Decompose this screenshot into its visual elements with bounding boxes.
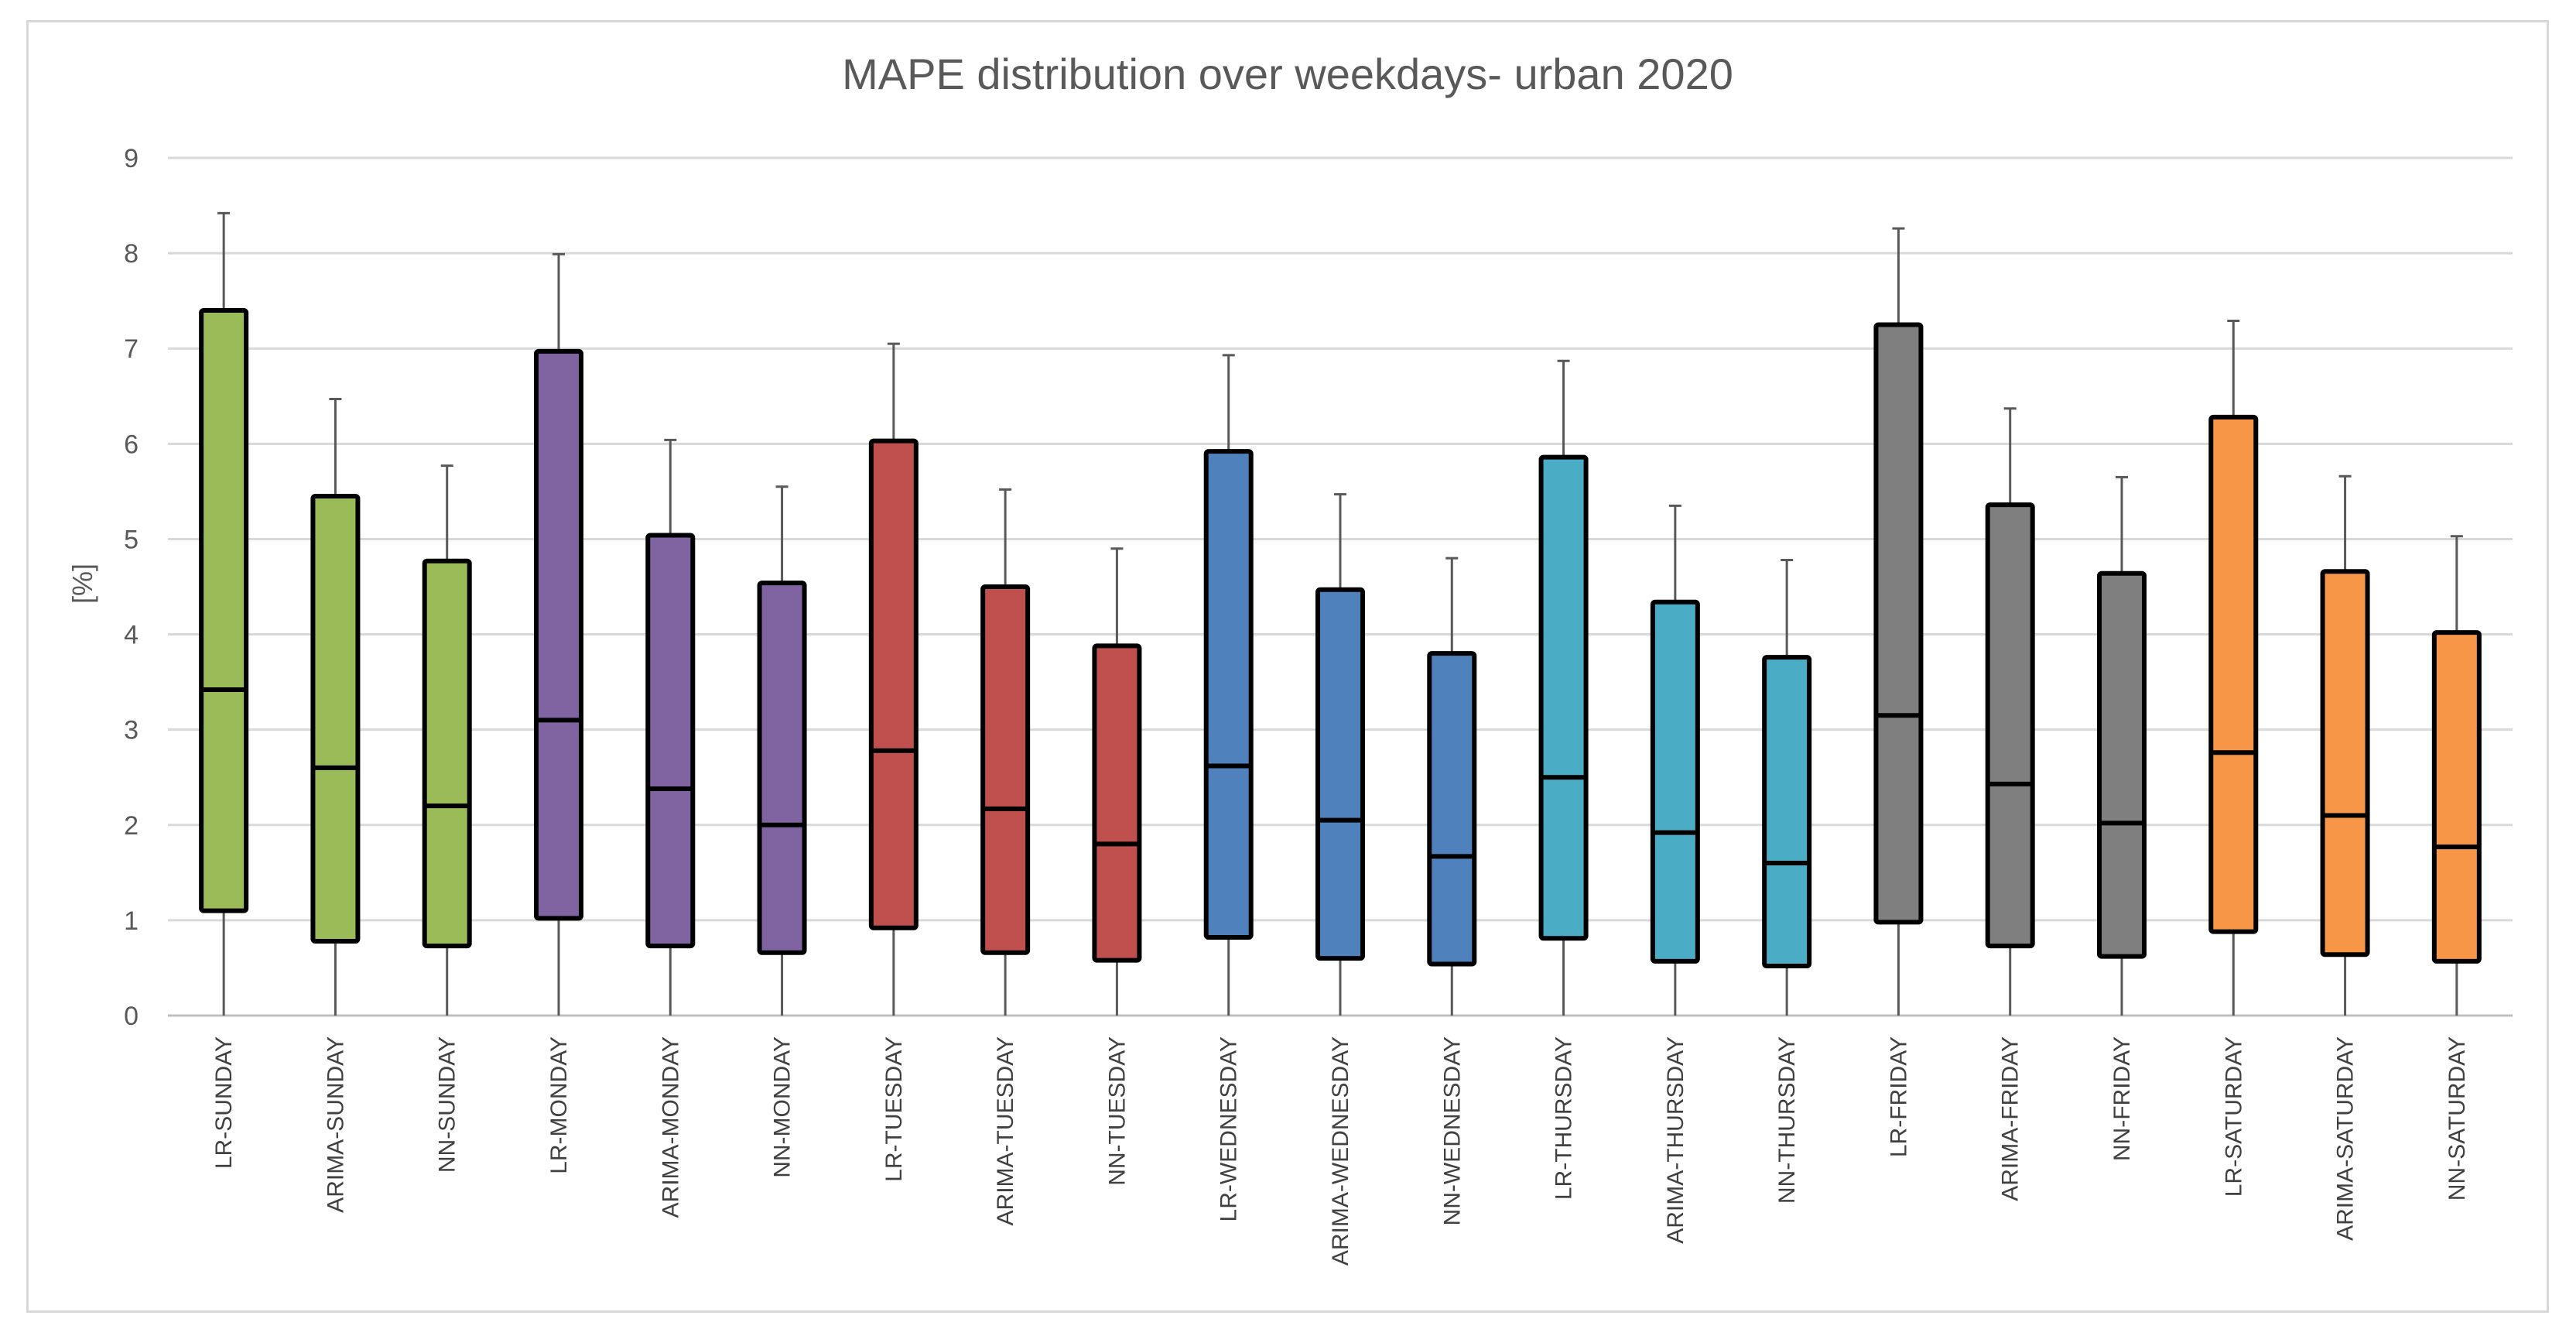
box-nn-saturday	[2431, 535, 2482, 1016]
x-tick-label: NN-MONDAY	[770, 1036, 795, 1178]
box-lr-thursday	[1538, 359, 1589, 1016]
y-tick-label: 5	[124, 525, 139, 554]
x-tick-label: LR-TUESDAY	[881, 1036, 907, 1182]
box-lr-friday	[1873, 227, 1924, 1016]
box-lr-tuesday	[868, 342, 919, 1016]
box-iqr	[1538, 454, 1589, 941]
box-iqr	[2208, 414, 2259, 934]
x-tick-label: ARIMA-THURSDAY	[1663, 1036, 1688, 1244]
box-nn-sunday	[422, 464, 472, 1016]
x-tick-label: LR-THURSDAY	[1551, 1036, 1577, 1200]
box-iqr	[1315, 587, 1365, 961]
box-arima-saturday	[2320, 474, 2370, 1016]
box-arima-wednesday	[1315, 493, 1365, 1016]
box-iqr	[1873, 322, 1924, 925]
x-tick-label: ARIMA-MONDAY	[658, 1036, 683, 1218]
box-nn-tuesday	[1092, 547, 1142, 1016]
x-tick-label: NN-WEDNESDAY	[1439, 1036, 1465, 1225]
box-arima-friday	[1985, 407, 2035, 1016]
x-tick-label: NN-TUESDAY	[1104, 1036, 1130, 1186]
x-tick-label: ARIMA-WEDNESDAY	[1328, 1036, 1353, 1266]
y-tick-label: 7	[124, 334, 139, 364]
box-iqr	[980, 584, 1031, 955]
x-tick-label: LR-WEDNESDAY	[1216, 1036, 1242, 1221]
x-tick-label: ARIMA-TUESDAY	[993, 1036, 1018, 1225]
y-axis-ticks: 0 1 2 3 4 5 6 7 8 9	[124, 144, 139, 1031]
x-tick-label: NN-SUNDAY	[435, 1036, 460, 1173]
y-tick-label: 4	[124, 621, 139, 650]
box-iqr	[1985, 502, 2035, 949]
y-tick-label: 2	[124, 811, 139, 841]
x-tick-label: LR-SUNDAY	[211, 1036, 237, 1169]
box-iqr	[757, 581, 807, 955]
box-iqr	[1762, 655, 1812, 968]
y-tick-label: 6	[124, 430, 139, 459]
box-nn-wednesday	[1427, 557, 1477, 1016]
box-iqr	[2431, 630, 2482, 964]
y-axis-label: [%]	[67, 564, 98, 604]
box-lr-saturday	[2208, 320, 2259, 1016]
box-arima-tuesday	[980, 488, 1031, 1016]
box-iqr	[2097, 570, 2147, 959]
box-iqr	[1427, 651, 1477, 967]
box-iqr	[2320, 569, 2370, 957]
box-nn-thursday	[1762, 559, 1812, 1016]
x-tick-label: NN-FRIDAY	[2109, 1036, 2135, 1161]
y-tick-label: 3	[124, 716, 139, 745]
x-tick-label: ARIMA-SUNDAY	[323, 1036, 348, 1213]
box-lr-wednesday	[1203, 354, 1254, 1016]
box-nn-monday	[757, 485, 807, 1016]
box-arima-monday	[645, 438, 696, 1016]
y-tick-label: 8	[124, 239, 139, 269]
box-iqr	[310, 494, 361, 944]
box-iqr	[1650, 599, 1700, 964]
box-iqr	[1092, 643, 1142, 963]
x-tick-label: ARIMA-SATURDAY	[2333, 1036, 2359, 1241]
y-tick-label: 9	[124, 144, 139, 173]
box-iqr	[868, 438, 919, 930]
x-axis-ticks: LR-SUNDAY ARIMA-SUNDAY NN-SUNDAY LR-MONDAY A…	[211, 1036, 2470, 1266]
box-iqr	[645, 533, 696, 949]
boxplot-chart: MAPE distribution over weekdays- urban 2…	[67, 50, 2513, 1266]
box-arima-thursday	[1650, 504, 1700, 1016]
box-arima-sunday	[310, 397, 361, 1016]
y-tick-label: 1	[124, 906, 139, 936]
x-tick-label: NN-THURSDAY	[1774, 1036, 1800, 1204]
x-tick-label: LR-FRIDAY	[1886, 1036, 1911, 1157]
box-iqr	[1203, 449, 1254, 940]
x-tick-label: LR-SATURDAY	[2221, 1036, 2246, 1197]
boxes	[199, 211, 2482, 1016]
box-iqr	[422, 558, 472, 949]
box-nn-friday	[2097, 475, 2147, 1016]
box-lr-sunday	[199, 211, 249, 1016]
x-tick-label: NN-SATURDAY	[2444, 1036, 2470, 1201]
chart-frame: MAPE distribution over weekdays- urban 2…	[26, 20, 2549, 1313]
box-lr-monday	[534, 252, 583, 1016]
box-iqr	[534, 348, 583, 921]
x-tick-label: ARIMA-FRIDAY	[1998, 1036, 2024, 1201]
x-tick-label: LR-MONDAY	[546, 1036, 572, 1174]
chart-title: MAPE distribution over weekdays- urban 2…	[842, 50, 1733, 98]
box-iqr	[199, 307, 249, 913]
y-tick-label: 0	[124, 1002, 139, 1031]
